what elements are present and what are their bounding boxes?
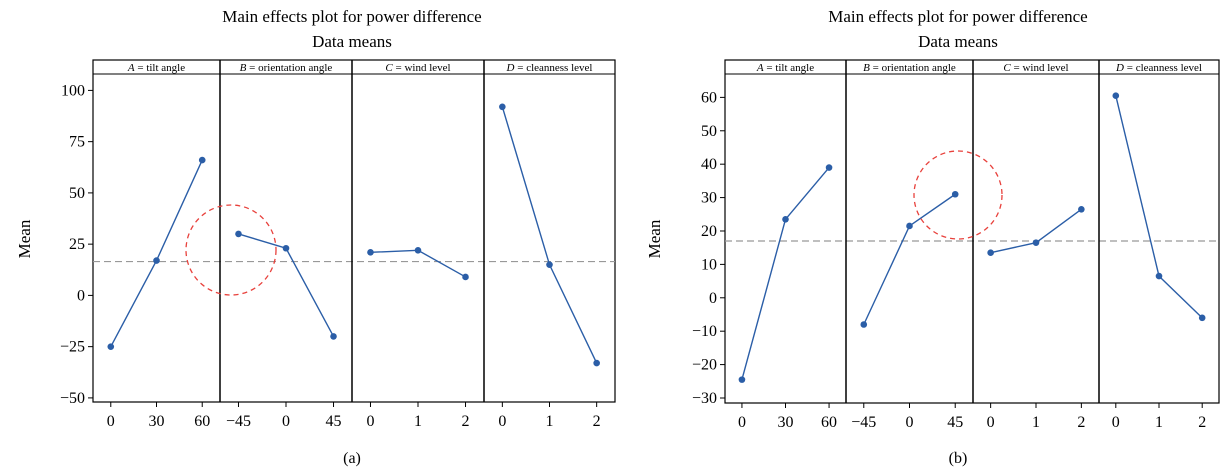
chart-b-series-line-d [1115,95,1203,319]
chart-b-title: Main effects plot for power difference [828,7,1087,26]
chart-a-y-tick-label: 100 [61,82,85,99]
chart-a-x-tick-label: 0 [282,413,290,430]
chart-a-x-tick-label: 1 [414,413,422,430]
chart-b-y-tick-label: 40 [701,156,717,173]
chart-a-y-tick-label: 0 [77,287,85,304]
chart-a-sublabel: (a) [343,450,361,467]
chart-a-data-point [330,333,337,340]
chart-b-series-line-c [990,208,1082,254]
chart-b-x-tick-label: 0 [987,414,995,431]
chart-a-subtitle: Data means [312,32,392,51]
chart-b-y-tick-label: 30 [701,190,717,207]
chart-b-data-point [860,321,868,328]
chart-b-data-point [1198,314,1206,322]
chart-a-data-point [153,257,160,264]
chart-a-y-tick-label: −25 [60,339,85,356]
chart-a-y-tick-label: −50 [60,390,85,407]
chart-b-highlight-circle [913,150,1003,240]
chart-b-series-line-b [863,193,956,325]
chart-a-data-point [593,359,600,367]
chart-b-y-tick-label: 0 [709,290,717,307]
chart-b-y-tick-label: 50 [701,123,717,140]
chart-a-title: Main effects plot for power difference [222,7,481,26]
chart-a-data-point [414,247,422,254]
chart-a-plot-frame [92,59,616,403]
chart-b-y-tick-label: 60 [701,89,717,106]
chart-b-y-tick-label: −20 [692,357,717,374]
chart-a-x-tick-label: 30 [149,413,165,430]
chart-b-data-point [906,222,913,230]
chart-b-x-tick-label: 2 [1077,414,1085,431]
chart-b-x-tick-label: 2 [1198,414,1206,431]
chart-b-x-tick-label: 1 [1032,414,1040,431]
chart-a-y-tick-label: 25 [69,236,85,253]
chart-a-x-tick-label: 60 [194,413,210,430]
chart-a-panel-header-b: B = orientation angle [240,62,333,74]
chart-b-plot-frame [724,59,1220,404]
chart-a-data-point [499,103,506,111]
chart-b-y-tick-label: 20 [701,223,717,240]
chart-b-x-tick-label: 0 [738,414,746,431]
chart-b-y-tick-label: −10 [692,323,717,340]
chart-b-data-point [987,249,994,256]
chart-a: Main effects plot for power difference D… [15,7,616,467]
chart-a-x-tick-label: 2 [593,413,601,430]
chart-a-panel-header-d: D = cleanness level [506,62,593,74]
chart-a-data-point [367,249,374,256]
chart-b-data-point [738,376,746,383]
chart-b-panel-header-b: B = orientation angle [863,62,956,74]
chart-a-x-tick-label: 0 [366,413,374,430]
chart-a-data-point [198,156,206,164]
chart-b-x-tick-label: 45 [947,414,963,431]
chart-a-data-point [107,343,115,350]
chart-b-data-point [1032,239,1040,246]
chart-b-series-line-a [741,167,830,380]
chart-b-data-point [825,164,833,171]
chart-a-data-point [282,244,290,252]
chart-a-highlight-circle [185,204,277,296]
chart-a-y-tick-label: 75 [69,134,85,151]
chart-a-x-tick-label: 2 [462,413,470,430]
chart-b-y-axis-label: Mean [645,219,664,258]
chart-a-panel-header-c: C = wind level [385,62,450,74]
chart-b-y-tick-label: 10 [701,256,717,273]
chart-a-x-tick-label: −45 [226,413,251,430]
chart-a-data-point [546,261,553,268]
chart-a-data-point [235,230,242,238]
chart-a-series-line-c [370,249,466,278]
chart-b-x-tick-label: 60 [821,414,837,431]
chart-a-data-point [462,273,469,281]
chart-a-x-tick-label: 45 [326,413,342,430]
chart-b-subtitle: Data means [918,32,998,51]
chart-b-data-point [1112,92,1120,100]
chart-a-y-axis-label: Mean [15,219,34,258]
chart-b-data-point [1155,272,1163,280]
chart-a-panel-header-a: A = tilt angle [127,62,185,74]
chart-a-series-line-a [110,159,203,347]
chart-b-x-tick-label: −45 [851,414,876,431]
chart-a-x-tick-label: 1 [546,413,554,430]
chart-b-data-point [782,215,789,223]
chart-b-x-tick-label: 1 [1155,414,1163,431]
chart-b-sublabel: (b) [949,450,968,467]
chart-b-panel-header-c: C = wind level [1003,62,1068,74]
chart-a-series-line-d [501,106,598,364]
chart-b-panel-header-d: D = cleanness level [1115,62,1202,74]
chart-b: Main effects plot for power difference D… [645,7,1220,467]
chart-a-y-tick-label: 50 [69,185,85,202]
chart-b-panel-header-a: A = tilt angle [756,62,814,74]
chart-b-x-tick-label: 30 [778,414,794,431]
chart-b-data-point [1078,205,1085,213]
chart-b-data-point [951,190,959,198]
chart-b-x-tick-label: 0 [1112,414,1120,431]
chart-a-x-tick-label: 0 [498,413,506,430]
chart-a-x-tick-label: 0 [107,413,115,430]
chart-b-x-tick-label: 0 [906,414,914,431]
chart-b-y-tick-label: −30 [692,390,717,407]
